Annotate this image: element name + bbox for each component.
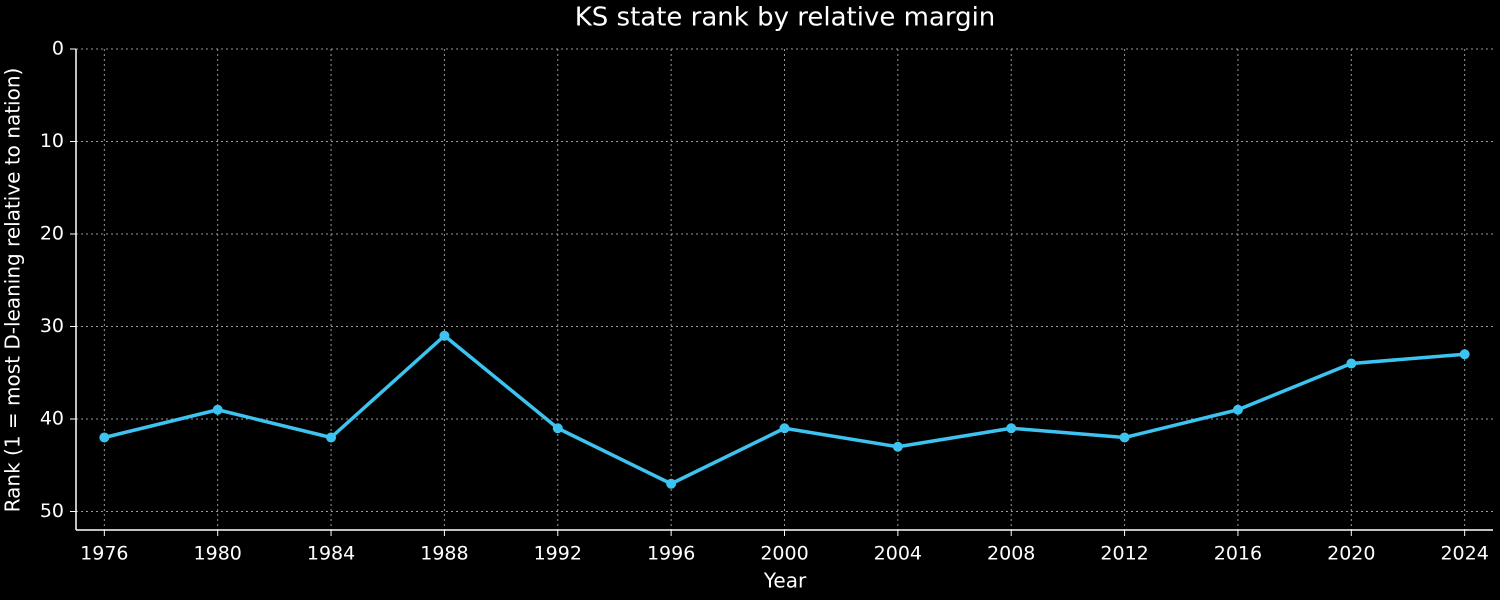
point: [439, 330, 450, 341]
point: [1006, 423, 1017, 434]
y-tick-label: 40: [40, 408, 64, 430]
x-tick-label: 2012: [1100, 543, 1148, 565]
x-tick-label: 2024: [1440, 543, 1488, 565]
point: [99, 432, 110, 443]
x-tick-label: 2000: [760, 543, 808, 565]
x-tick-label: 1980: [194, 543, 242, 565]
x-tick-label: 2004: [874, 543, 922, 565]
point: [666, 478, 677, 489]
y-tick-label: 0: [52, 38, 64, 60]
y-tick-label: 50: [40, 500, 64, 522]
x-tick-label: 1988: [420, 543, 468, 565]
point: [779, 423, 790, 434]
x-tick-label: 2016: [1214, 543, 1262, 565]
x-axis-label: Year: [763, 569, 807, 593]
point: [892, 441, 903, 452]
x-tick-label: 2020: [1327, 543, 1375, 565]
y-tick-label: 20: [40, 223, 64, 245]
point: [552, 423, 563, 434]
chart-title: KS state rank by relative margin: [575, 3, 996, 33]
x-tick-label: 1984: [307, 543, 355, 565]
point: [1232, 404, 1243, 415]
y-tick-label: 10: [40, 130, 64, 152]
x-tick-label: 2008: [987, 543, 1035, 565]
x-tick-label: 1996: [647, 543, 695, 565]
y-axis-label: Rank (1 = most D-leaning relative to nat…: [1, 68, 25, 513]
point: [1459, 349, 1470, 360]
x-tick-label: 1976: [80, 543, 128, 565]
point: [1119, 432, 1130, 443]
point: [326, 432, 337, 443]
point: [212, 404, 223, 415]
x-tick-label: 1992: [534, 543, 582, 565]
point: [1346, 358, 1357, 369]
y-tick-label: 30: [40, 315, 64, 337]
